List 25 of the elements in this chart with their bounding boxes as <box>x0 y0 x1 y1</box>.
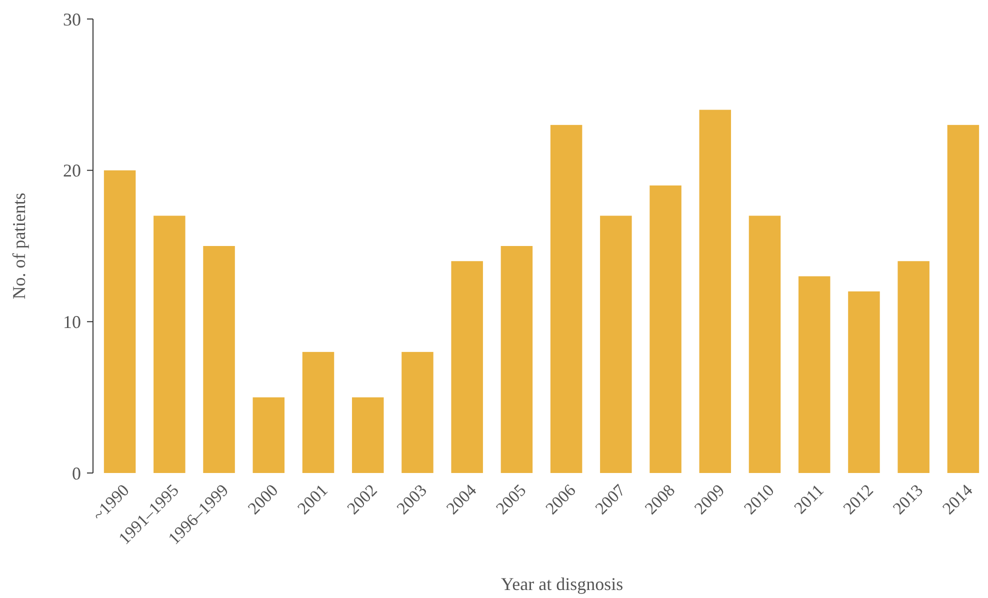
bar <box>947 124 980 473</box>
bar <box>352 397 384 473</box>
bar <box>550 124 582 473</box>
bar <box>650 185 682 473</box>
bar <box>154 216 186 473</box>
bar <box>798 276 830 473</box>
bar <box>600 216 632 473</box>
y-tick-label: 20 <box>63 160 81 181</box>
bar <box>203 246 235 473</box>
bar <box>898 261 930 473</box>
bar <box>302 352 334 473</box>
x-axis-title: Year at disgnosis <box>500 574 624 594</box>
bar <box>848 291 880 473</box>
bar <box>252 397 285 473</box>
y-axis-title: No. of patients <box>9 192 29 300</box>
bar <box>699 110 732 473</box>
bar <box>104 170 136 473</box>
y-tick-label: 30 <box>63 9 81 30</box>
bar <box>451 261 483 473</box>
bar <box>500 246 533 473</box>
x-tick-label: 2011 <box>790 480 828 518</box>
bar <box>402 352 434 473</box>
y-tick-label: 10 <box>63 312 81 332</box>
bar <box>748 216 781 473</box>
y-tick-label: 0 <box>72 463 81 484</box>
